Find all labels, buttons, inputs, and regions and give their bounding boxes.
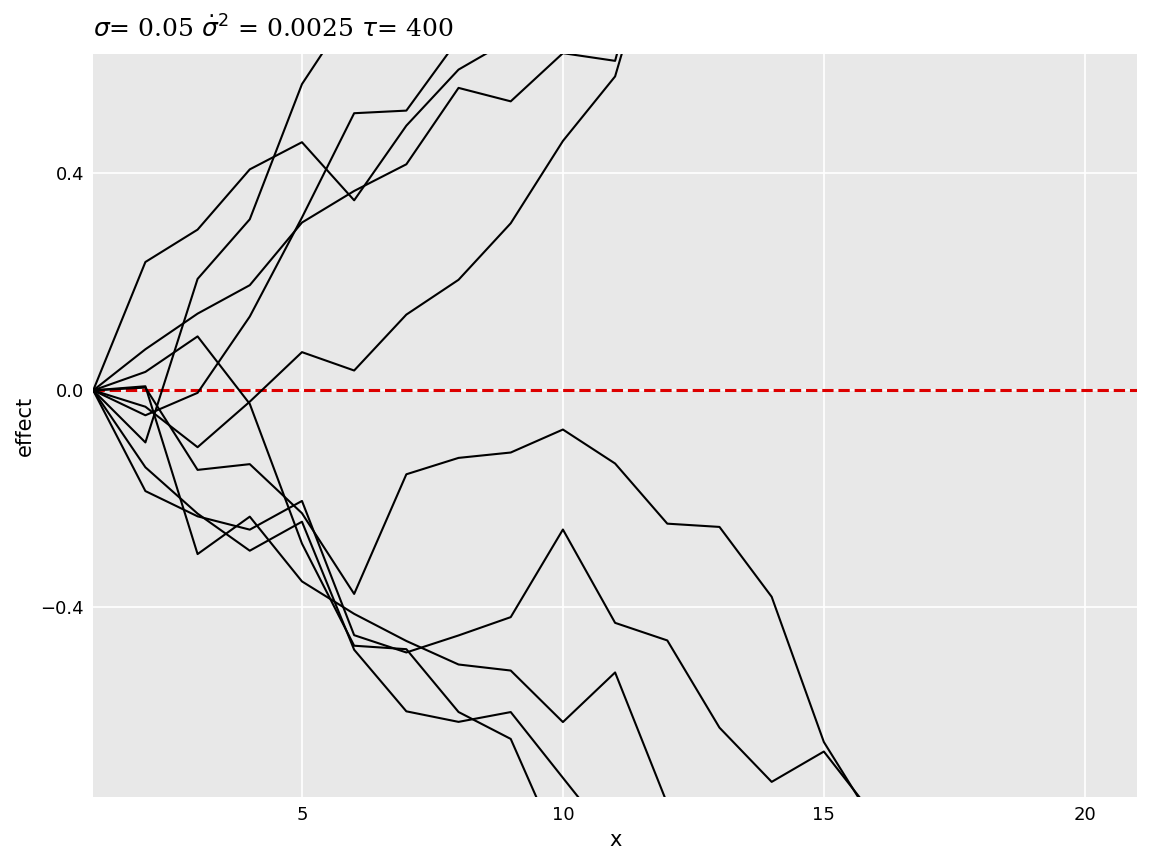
Text: $\sigma$= 0.05 $\dot{\sigma}^2$ = 0.0025 $\tau$= 400: $\sigma$= 0.05 $\dot{\sigma}^2$ = 0.0025… <box>93 15 454 42</box>
X-axis label: x: x <box>609 830 621 850</box>
Y-axis label: effect: effect <box>15 395 35 456</box>
